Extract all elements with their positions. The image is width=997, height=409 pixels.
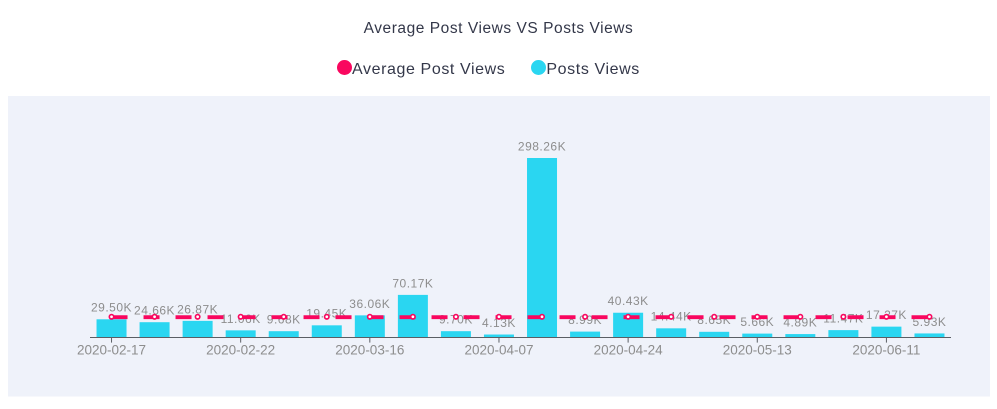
svg-text:2020-02-17: 2020-02-17 [77,342,146,357]
svg-text:2020-05-13: 2020-05-13 [723,342,792,357]
svg-text:298.26K: 298.26K [518,139,566,153]
svg-text:26.87K: 26.87K [177,302,218,316]
svg-text:4.13K: 4.13K [482,316,516,330]
svg-text:29.50K: 29.50K [91,301,132,315]
svg-text:40.43K: 40.43K [608,294,649,308]
svg-text:2020-06-11: 2020-06-11 [852,342,920,357]
svg-text:2020-04-07: 2020-04-07 [464,342,533,357]
svg-text:2020-03-16: 2020-03-16 [335,342,404,357]
svg-text:2020-02-22: 2020-02-22 [206,342,275,357]
svg-text:70.17K: 70.17K [392,276,433,290]
svg-text:2020-04-24: 2020-04-24 [594,342,664,357]
svg-text:36.06K: 36.06K [349,297,390,311]
svg-text:24.66K: 24.66K [134,304,175,318]
